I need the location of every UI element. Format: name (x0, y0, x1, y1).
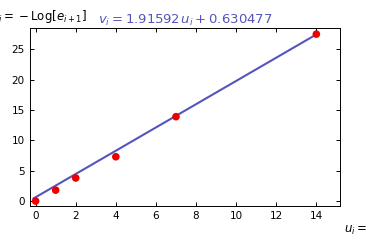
Text: $u_i=-\mathrm{Log}[e_i]$: $u_i=-\mathrm{Log}[e_i]$ (343, 220, 370, 234)
Point (173, 115, 179, 119)
Point (113, 155, 119, 159)
Point (33, 199, 38, 203)
Point (73, 176, 79, 180)
Point (53, 188, 58, 192)
Text: $v_i=-\mathrm{Log}[e_{i+1}]$: $v_i=-\mathrm{Log}[e_{i+1}]$ (0, 7, 87, 25)
Point (313, 32, 319, 36)
Title: $v_i=1.91592\,u_i + 0.630477$: $v_i=1.91592\,u_i + 0.630477$ (98, 13, 272, 28)
